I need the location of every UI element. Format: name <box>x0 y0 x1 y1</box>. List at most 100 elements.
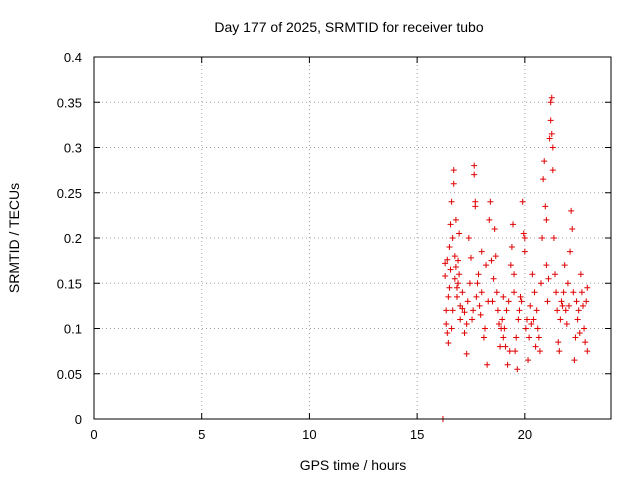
data-point <box>500 334 507 341</box>
data-point <box>542 203 549 210</box>
data-point <box>568 207 575 214</box>
data-point <box>449 307 456 314</box>
data-point <box>443 307 450 314</box>
data-point <box>577 271 584 278</box>
data-point <box>516 307 523 314</box>
data-point <box>522 325 529 332</box>
data-point <box>448 198 455 205</box>
data-point <box>570 289 577 296</box>
data-point <box>544 298 551 305</box>
data-point <box>465 235 472 241</box>
data-point <box>557 316 564 323</box>
data-point <box>540 176 547 183</box>
data-point <box>560 289 567 296</box>
data-point <box>488 257 495 264</box>
data-point <box>475 271 482 278</box>
x-tick-label: 20 <box>518 427 532 442</box>
data-point <box>472 198 479 205</box>
data-point <box>473 293 480 300</box>
data-point <box>450 180 457 187</box>
data-point <box>530 316 537 323</box>
data-point <box>513 334 520 341</box>
data-point <box>536 348 543 355</box>
data-point <box>449 235 456 241</box>
data-point <box>461 330 468 337</box>
data-point <box>508 244 515 251</box>
data-point <box>456 271 463 278</box>
data-point <box>521 248 528 255</box>
y-tick-label: 0.2 <box>64 231 82 246</box>
data-point <box>565 302 572 309</box>
y-tick-label: 0 <box>75 412 82 427</box>
data-point <box>515 316 522 323</box>
data-point <box>576 330 583 337</box>
data-point <box>541 158 548 165</box>
data-point <box>453 293 460 300</box>
data-point <box>509 221 516 228</box>
data-point <box>455 257 462 264</box>
data-point <box>579 302 586 309</box>
data-point <box>452 216 459 223</box>
data-point <box>549 144 556 151</box>
data-point <box>547 99 554 106</box>
data-point <box>571 357 578 364</box>
data-point <box>548 94 555 101</box>
data-point <box>469 316 476 323</box>
data-point <box>511 289 518 296</box>
data-point <box>446 284 453 291</box>
data-point <box>459 305 466 312</box>
data-point <box>554 307 561 314</box>
data-point <box>489 298 496 305</box>
data-point <box>478 248 485 255</box>
data-point <box>534 325 541 332</box>
data-point <box>503 307 510 314</box>
data-point <box>492 253 499 260</box>
data-point <box>448 325 455 332</box>
data-point <box>451 253 458 260</box>
data-point <box>461 309 468 316</box>
data-point <box>582 339 589 346</box>
data-point <box>547 117 554 124</box>
data-point <box>523 316 530 323</box>
data-point <box>529 271 536 278</box>
data-point <box>584 348 591 355</box>
grid-lines <box>94 57 611 419</box>
data-point <box>442 273 449 280</box>
x-tick-label: 0 <box>90 427 97 442</box>
data-point <box>532 343 539 350</box>
data-point <box>486 216 493 223</box>
data-point <box>555 339 562 346</box>
chart-title: Day 177 of 2025, SRMTID for receiver tub… <box>214 19 483 35</box>
data-point <box>453 284 460 291</box>
data-point <box>573 298 580 305</box>
data-point <box>464 298 471 305</box>
data-point <box>502 343 509 350</box>
y-tick-label: 0.3 <box>64 141 82 156</box>
data-point <box>478 289 485 296</box>
data-point <box>563 320 570 327</box>
data-point <box>518 298 525 305</box>
data-point <box>457 316 464 323</box>
data-point <box>466 280 473 287</box>
data-point <box>447 221 454 228</box>
data-point <box>499 316 506 323</box>
data-point <box>519 198 526 205</box>
data-point <box>505 298 512 305</box>
data-point <box>481 325 488 332</box>
data-point <box>551 271 558 278</box>
data-point <box>543 262 550 269</box>
data-point <box>553 289 560 296</box>
data-point <box>556 348 563 355</box>
data-point <box>549 167 556 174</box>
data-point <box>569 225 576 232</box>
y-tick-label: 0.25 <box>57 186 82 201</box>
data-point <box>506 348 513 355</box>
data-point <box>471 171 478 178</box>
tick-labels: 0 5 10 15 20 0 0.05 0.1 0.15 0.2 0.25 0.3 0.35 0.4 <box>57 50 532 442</box>
x-axis-label: GPS time / hours <box>300 457 407 473</box>
data-point <box>493 289 500 296</box>
data-point <box>564 280 571 287</box>
data-point <box>500 293 507 300</box>
data-point <box>476 302 483 309</box>
